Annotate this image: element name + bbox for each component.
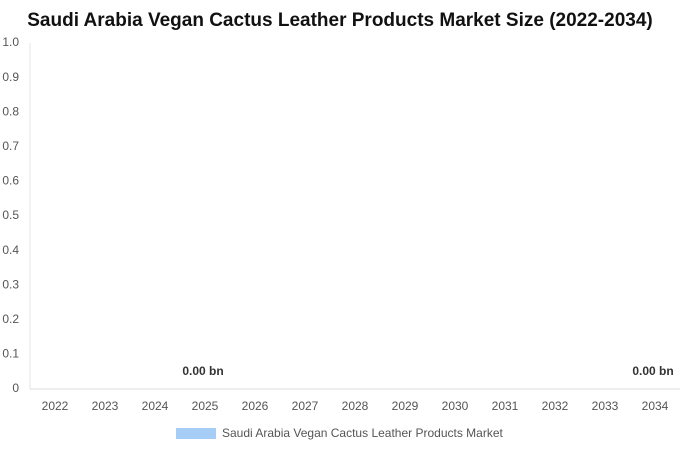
x-tick-label: 2026 [242, 399, 269, 413]
data-label: 0.00 bn [182, 364, 223, 378]
x-tick-label: 2033 [592, 399, 619, 413]
y-tick-label: 0.1 [2, 347, 19, 361]
y-tick-label: 0.3 [2, 277, 19, 291]
legend-label: Saudi Arabia Vegan Cactus Leather Produc… [222, 426, 504, 440]
x-tick-label: 2022 [42, 399, 69, 413]
y-tick-label: 0.2 [2, 312, 19, 326]
legend-swatch [176, 428, 216, 439]
x-tick-label: 2034 [642, 399, 669, 413]
y-tick-label: 0.5 [2, 208, 19, 222]
y-tick-label: 0.9 [2, 70, 19, 84]
x-tick-label: 2030 [442, 399, 469, 413]
x-tick-label: 2032 [542, 399, 569, 413]
x-tick-label: 2023 [92, 399, 119, 413]
x-tick-label: 2027 [292, 399, 319, 413]
y-tick-label: 0 [12, 381, 19, 395]
x-tick-label: 2031 [492, 399, 519, 413]
y-tick-label: 0.8 [2, 104, 19, 118]
x-tick-label: 2029 [392, 399, 419, 413]
x-tick-label: 2028 [342, 399, 369, 413]
y-tick-label: 1.0 [2, 35, 19, 49]
y-tick-label: 0.6 [2, 174, 19, 188]
x-tick-label: 2024 [142, 399, 169, 413]
x-tick-label: 2025 [192, 399, 219, 413]
chart-title: Saudi Arabia Vegan Cactus Leather Produc… [27, 10, 652, 31]
y-tick-label: 0.7 [2, 139, 19, 153]
data-label: 0.00 bn [632, 364, 673, 378]
y-tick-label: 0.4 [2, 243, 19, 257]
